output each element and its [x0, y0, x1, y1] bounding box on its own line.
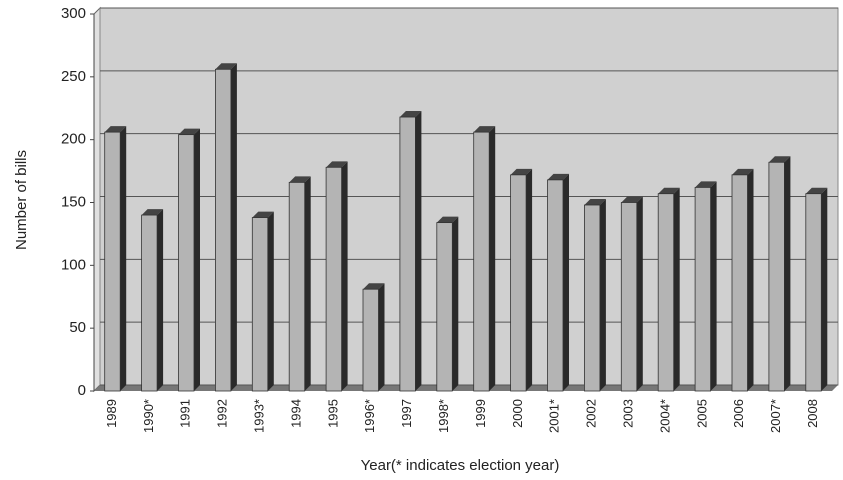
x-tick-label: 2008: [805, 399, 820, 428]
bar: [104, 131, 121, 392]
bar-top: [363, 283, 385, 290]
x-tick-label: 2001*: [547, 399, 562, 433]
x-tick-label: 1991: [178, 399, 193, 428]
bar-side: [710, 181, 717, 391]
bar: [436, 222, 453, 392]
bar-side: [489, 126, 496, 392]
y-tick-label: 150: [61, 193, 86, 210]
bar: [547, 179, 564, 392]
x-tick-label: 1992: [215, 399, 230, 428]
bar-side: [784, 156, 791, 391]
x-tick-label: 1995: [325, 399, 340, 428]
bar-top: [289, 176, 311, 183]
bar-top: [399, 111, 422, 118]
x-axis-label: Year(* indicates election year): [361, 457, 560, 474]
bar-side: [747, 168, 754, 391]
y-tick-label: 300: [61, 5, 86, 22]
bar-top: [732, 168, 754, 175]
bar: [657, 193, 675, 392]
bar-side: [415, 111, 422, 392]
bar-top: [621, 196, 643, 203]
bar: [141, 214, 158, 392]
bar-side: [378, 283, 385, 391]
bar-top: [510, 168, 533, 175]
x-tick-label: 2002: [584, 399, 599, 428]
y-axis-label: Number of bills: [13, 150, 30, 250]
bar-side: [673, 187, 680, 391]
bar-side: [526, 168, 533, 391]
bar: [731, 174, 748, 392]
x-tick-label: 1994: [288, 399, 303, 428]
bar-side: [599, 199, 606, 391]
x-tick-label: 1990*: [141, 399, 156, 433]
x-tick-label: 1999: [473, 399, 488, 428]
bar: [251, 217, 269, 392]
side-wall: [93, 6, 101, 393]
bar: [288, 181, 306, 392]
bar-top: [805, 187, 828, 194]
bar: [620, 202, 638, 392]
x-tick-label: 1989: [104, 399, 119, 428]
bar: [694, 187, 711, 392]
bar-side: [267, 211, 274, 391]
bar: [805, 193, 822, 392]
bar-side: [452, 216, 459, 391]
bar-side: [230, 63, 237, 391]
x-tick-label: 2006: [731, 399, 746, 428]
bar-top: [436, 216, 459, 223]
bar-top: [326, 161, 348, 168]
bar-side: [341, 161, 348, 391]
x-tick-label: 1998*: [436, 399, 451, 433]
bar: [473, 131, 490, 392]
y-tick-label: 100: [61, 256, 86, 273]
x-tick-label: 1993*: [251, 399, 266, 433]
bar-side: [562, 173, 569, 391]
bar-side: [193, 128, 200, 391]
bar-side: [304, 176, 311, 391]
x-tick-label: 2005: [694, 399, 709, 428]
x-tick-label: 2003: [620, 399, 635, 428]
bar: [362, 288, 379, 392]
bar-top: [695, 181, 717, 188]
bar: [768, 161, 785, 392]
bar-side: [120, 126, 127, 392]
bar-top: [584, 199, 606, 206]
bar-top: [252, 211, 274, 218]
x-tick-label: 2007*: [768, 399, 783, 433]
floor: [94, 385, 838, 391]
x-tick-label: 1996*: [362, 399, 377, 433]
bar-top: [178, 128, 200, 135]
x-tick-label: 1997: [399, 399, 414, 428]
bar-top: [215, 63, 237, 70]
bar: [215, 68, 232, 392]
x-tick-label: 2000: [510, 399, 525, 428]
y-tick-label: 250: [61, 68, 86, 85]
x-tick-label: 2004*: [657, 399, 672, 433]
bar: [178, 134, 195, 392]
bar: [325, 166, 342, 392]
bar-side: [821, 187, 828, 391]
y-tick-label: 50: [69, 319, 86, 336]
bar-top: [547, 173, 569, 180]
bar: [399, 116, 416, 392]
bar-top: [768, 156, 791, 163]
bar: [510, 174, 527, 392]
bar-side: [636, 196, 643, 391]
bar-top: [104, 126, 127, 133]
bar-top: [658, 187, 680, 194]
y-tick-label: 200: [61, 131, 86, 148]
bar: [584, 204, 601, 392]
y-tick-label: 0: [78, 382, 86, 399]
bar-side: [157, 209, 164, 391]
bar-top: [141, 209, 164, 216]
bar-top: [473, 126, 496, 133]
